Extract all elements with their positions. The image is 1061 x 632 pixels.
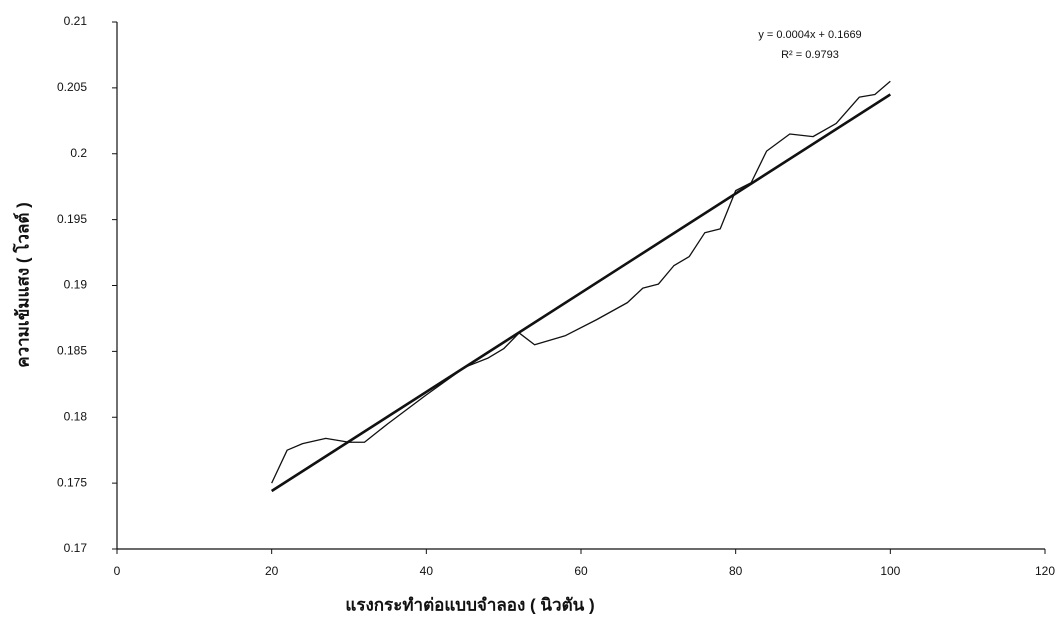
r-squared: R² = 0.9793 bbox=[781, 49, 839, 61]
trend-line bbox=[270, 93, 892, 493]
x-axis-title: แรงกระทำต่อแบบจำลอง ( นิวตัน ) bbox=[345, 595, 594, 614]
y-tick-label: 0.2 bbox=[70, 146, 87, 160]
x-tick-label: 60 bbox=[574, 564, 588, 578]
x-tick-label: 80 bbox=[729, 564, 743, 578]
equation: y = 0.0004x + 0.1669 bbox=[758, 29, 861, 41]
y-tick-label: 0.18 bbox=[64, 409, 88, 423]
y-tick-label: 0.195 bbox=[57, 212, 87, 226]
x-tick-label: 20 bbox=[265, 564, 279, 578]
y-tick-label: 0.185 bbox=[57, 344, 87, 358]
x-tick-label: 100 bbox=[880, 564, 900, 578]
y-tick-label: 0.19 bbox=[64, 278, 88, 292]
x-tick-label: 0 bbox=[114, 564, 121, 578]
x-tick-label: 120 bbox=[1035, 564, 1055, 578]
x-tick-label: 40 bbox=[420, 564, 434, 578]
y-axis-title: ความเข้มแสง ( โวลต์ ) bbox=[12, 202, 32, 368]
y-tick-label: 0.205 bbox=[57, 80, 87, 94]
data-line bbox=[271, 80, 891, 484]
y-tick-label: 0.17 bbox=[64, 541, 88, 555]
y-tick-label: 0.175 bbox=[57, 475, 87, 489]
y-tick-label: 0.21 bbox=[64, 14, 88, 28]
